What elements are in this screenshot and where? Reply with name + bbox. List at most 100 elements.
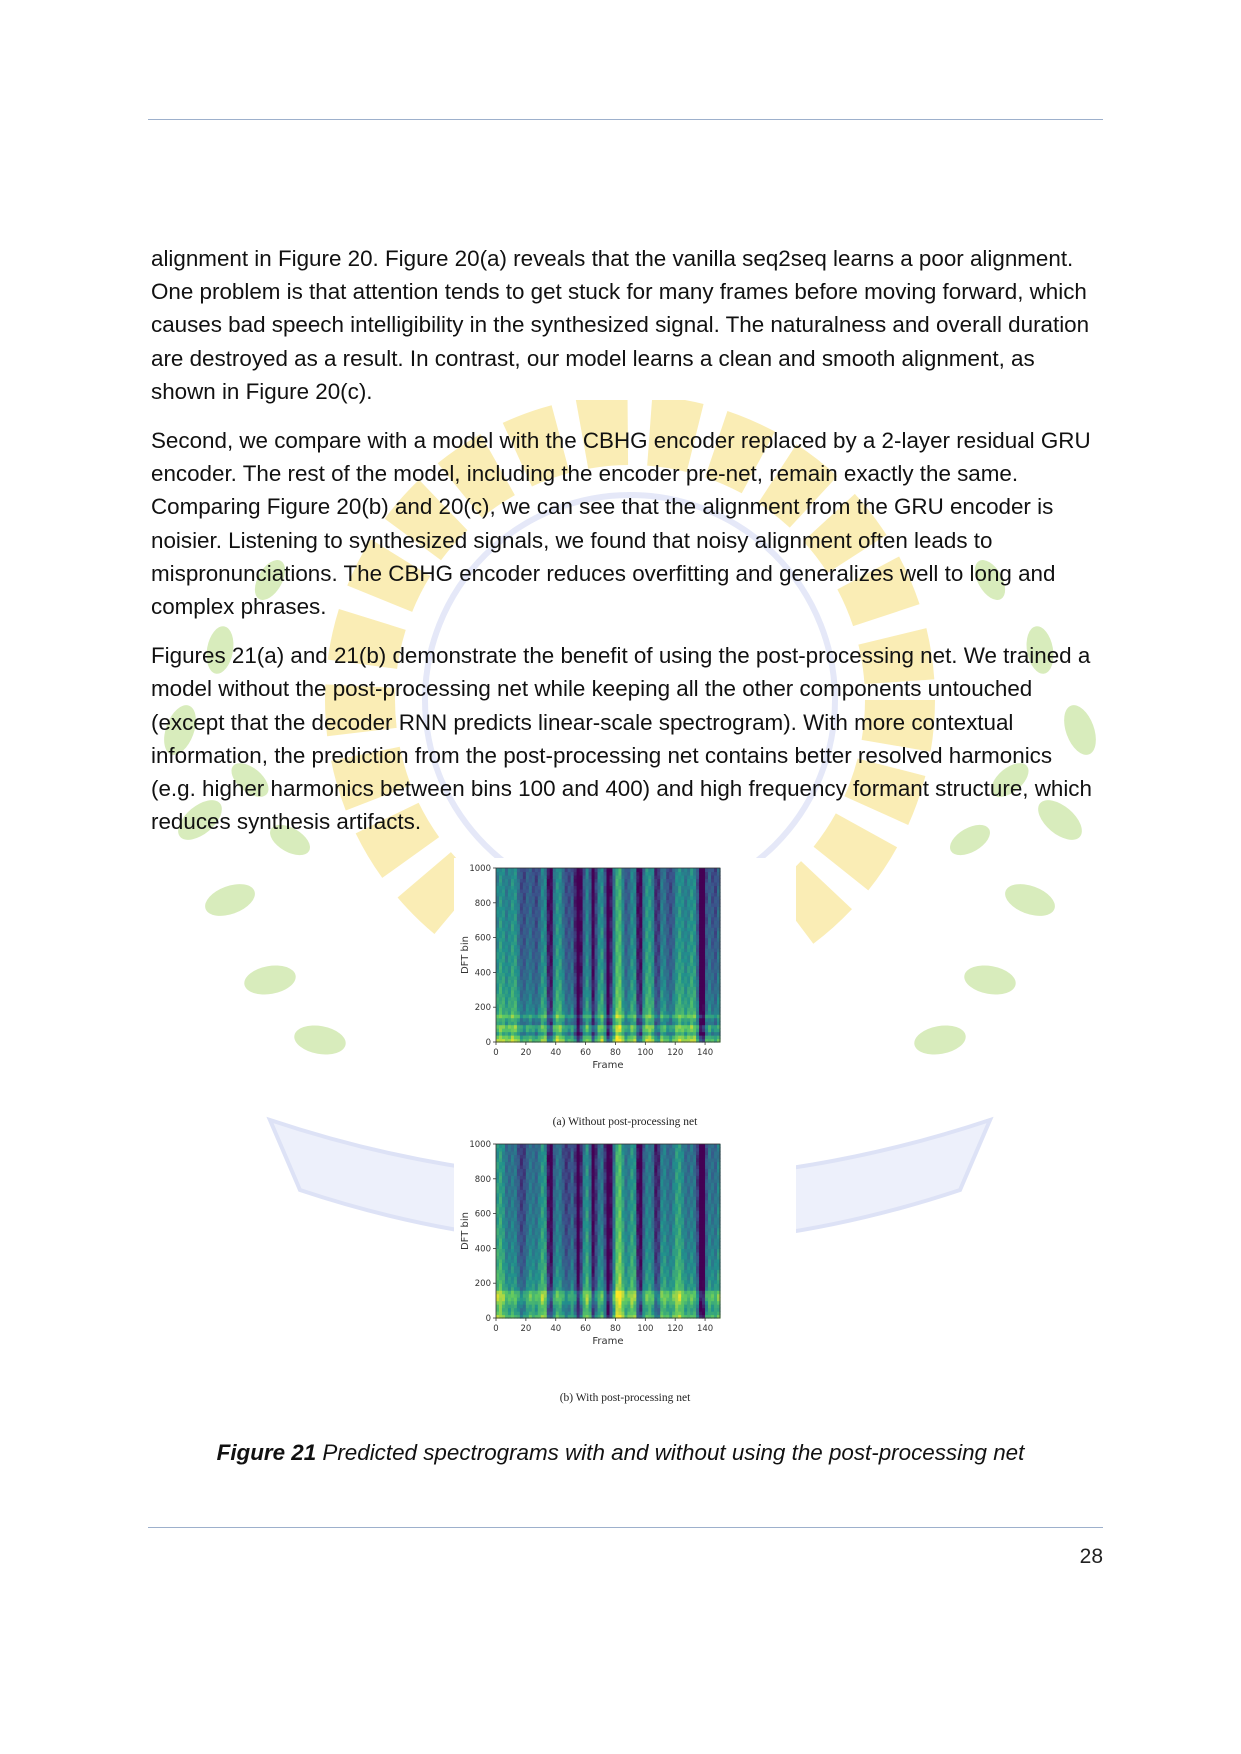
heatmap-cell [504, 1251, 509, 1256]
heatmap-cell [516, 1241, 521, 1246]
heatmap-cell [537, 968, 542, 973]
heatmap-cell [645, 892, 649, 897]
heatmap-cell [534, 1269, 539, 1274]
heatmap-cell [531, 909, 536, 914]
heatmap-cell [645, 916, 649, 921]
heatmap-cell [588, 993, 593, 998]
heatmap-cell [615, 902, 620, 907]
heatmap-cell [516, 965, 521, 970]
heatmap-cell [519, 885, 524, 890]
heatmap-cell [597, 1000, 602, 1005]
heatmap-cell [612, 930, 617, 935]
heatmap-cell [546, 975, 551, 980]
heatmap-cell [651, 1035, 655, 1040]
heatmap-cell [678, 1024, 682, 1029]
heatmap-cell [501, 1272, 506, 1277]
heatmap-cell [582, 916, 587, 921]
heatmap-cell [501, 1227, 506, 1232]
heatmap-cell [678, 937, 682, 942]
heatmap-cell [657, 996, 661, 1001]
heatmap-cell [672, 888, 676, 893]
heatmap-cell [507, 885, 512, 890]
heatmap-cell [531, 1182, 536, 1187]
heatmap-cell [561, 975, 566, 980]
heatmap-cell [681, 1024, 685, 1029]
heatmap-cell [672, 955, 676, 960]
heatmap-cell [510, 1276, 515, 1281]
heatmap-cell [591, 1003, 596, 1008]
heatmap-cell [567, 1024, 572, 1029]
heatmap-cell [510, 1189, 515, 1194]
heatmap-cell [579, 1007, 584, 1012]
heatmap-cell [630, 1021, 634, 1026]
heatmap-cell [669, 961, 673, 967]
heatmap-cell [714, 1028, 718, 1033]
heatmap-cell [522, 1014, 527, 1019]
heatmap-cell [543, 1258, 548, 1263]
heatmap-cell [498, 1297, 503, 1302]
heatmap-cell [714, 951, 718, 956]
heatmap-cell [561, 888, 566, 893]
heatmap-cell [510, 1224, 515, 1229]
heatmap-cell [537, 1007, 542, 1012]
heatmap-cell [603, 1014, 608, 1019]
heatmap-cell [496, 909, 500, 914]
heatmap-cell [552, 1031, 557, 1036]
heatmap-cell [546, 1196, 551, 1201]
heatmap-cell [519, 927, 524, 932]
heatmap-cell [669, 1028, 673, 1033]
heatmap-cell [540, 1314, 545, 1319]
heatmap-cell [594, 979, 599, 984]
heatmap-cell [642, 888, 646, 893]
heatmap-cell [714, 1024, 718, 1029]
heatmap-cell [645, 1007, 649, 1012]
heatmap-cell [666, 1035, 670, 1040]
heatmap-cell [504, 1168, 509, 1173]
heatmap-cell [570, 951, 575, 956]
heatmap-cell [549, 1224, 554, 1229]
heatmap-cell [531, 1147, 536, 1152]
heatmap-cell [672, 961, 676, 967]
heatmap-cell [555, 955, 560, 960]
heatmap-cell [501, 1154, 506, 1159]
heatmap-cell [660, 965, 664, 970]
heatmap-cell [618, 1010, 623, 1015]
heatmap-cell [705, 1024, 709, 1029]
heatmap-cell [642, 1028, 646, 1033]
heatmap-cell [699, 937, 703, 942]
heatmap-cell [501, 1293, 506, 1298]
heatmap-cell [549, 1314, 554, 1319]
heatmap-cell [627, 982, 631, 987]
heatmap-cell [696, 1038, 700, 1043]
heatmap-cell [501, 1178, 506, 1183]
heatmap-cell [496, 881, 500, 886]
heatmap-cell [555, 989, 560, 994]
heatmap-cell [666, 927, 670, 932]
heatmap-cell [579, 941, 584, 946]
heatmap-cell [549, 1007, 554, 1012]
heatmap-cell [567, 920, 572, 925]
heatmap-cell [534, 871, 539, 876]
heatmap-cell [606, 878, 611, 883]
heatmap-cell [627, 899, 631, 904]
heatmap-cell [501, 1307, 506, 1312]
heatmap-cell [609, 1010, 614, 1015]
heatmap-cell [654, 895, 658, 900]
heatmap-cell [666, 913, 670, 918]
heatmap-cell [654, 1031, 658, 1036]
heatmap-cell [549, 1206, 554, 1211]
heatmap-cell [663, 979, 667, 984]
heatmap-cell [663, 975, 667, 980]
heatmap-cell [693, 895, 697, 900]
heatmap-cell [507, 1144, 512, 1149]
heatmap-cell [564, 1314, 569, 1319]
heatmap-cell [654, 965, 658, 970]
heatmap-cell [504, 888, 509, 893]
heatmap-cell [621, 1031, 626, 1036]
heatmap-cell [546, 965, 551, 970]
heatmap-cell [600, 965, 605, 970]
heatmap-cell [699, 878, 703, 883]
heatmap-cell [624, 927, 629, 932]
heatmap-cell [588, 975, 593, 980]
heatmap-cell [555, 1182, 560, 1187]
